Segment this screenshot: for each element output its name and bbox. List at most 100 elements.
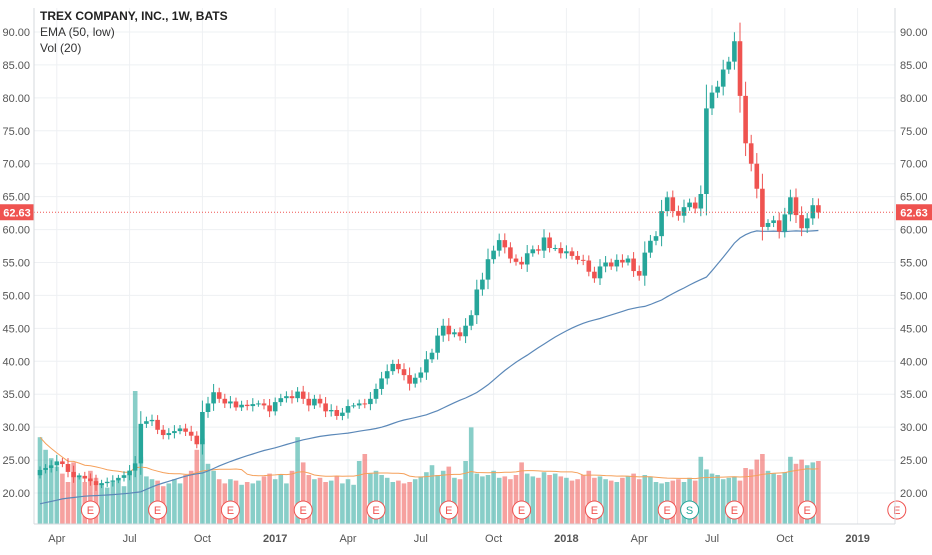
candle-body [351, 405, 356, 407]
volume-bar [536, 477, 541, 524]
candle-body [88, 478, 93, 482]
volume-bar [474, 473, 480, 524]
candle-body [54, 461, 60, 466]
volume-bar [508, 479, 513, 524]
candle-body [659, 211, 664, 237]
candle-body [396, 363, 401, 370]
candle-body [177, 428, 183, 432]
candle-body [300, 391, 306, 399]
candle-body [356, 403, 362, 406]
volume-bar [93, 477, 99, 524]
volume-bar [771, 473, 776, 524]
volume-bar [732, 476, 737, 524]
volume-bar [631, 473, 636, 524]
volume-bar [760, 454, 765, 524]
volume-bar [43, 449, 48, 524]
candle-body [603, 262, 608, 267]
volume-ma-line [39, 436, 819, 480]
volume-bar [737, 480, 743, 524]
last-price-tag-right [896, 204, 932, 221]
volume-bar [782, 472, 788, 524]
y-tick-label-right: 90.00 [900, 27, 928, 39]
volume-bar [424, 472, 429, 524]
candle-body [384, 371, 390, 379]
x-tick-label: Oct [485, 533, 502, 545]
earnings-marker-circle [512, 500, 532, 520]
volume-bar [698, 456, 704, 524]
volume-bar [216, 479, 222, 524]
candle-body [530, 249, 536, 254]
volume-bar [328, 480, 334, 524]
volume-bar [435, 475, 440, 524]
y-tick-label-left: 70.00 [2, 159, 30, 171]
candle-body [424, 359, 429, 373]
x-tick-label: 2017 [263, 533, 287, 545]
y-tick-label-left: 40.00 [2, 356, 30, 368]
candle-body [267, 405, 272, 412]
volume-bar [547, 475, 552, 524]
x-tick-label: Jul [414, 533, 428, 545]
volume-bar [496, 477, 502, 524]
candle-body [502, 240, 508, 248]
volume-bar [614, 482, 620, 524]
volume-bar [110, 482, 116, 524]
candle-body [737, 41, 743, 96]
volume-bar [379, 475, 384, 524]
last-price-line: 62.63 62.63 [0, 204, 932, 221]
volume-bar [356, 461, 362, 524]
volume-bar [121, 486, 127, 524]
earnings-marker-circle [439, 500, 459, 520]
y-tick-label-left: 55.00 [2, 258, 30, 270]
candle-body [580, 259, 586, 261]
candle-body [592, 271, 597, 279]
candle-body [200, 411, 205, 445]
y-tick-label-left: 65.00 [2, 192, 30, 204]
candle-body [519, 261, 524, 265]
candle-body [446, 325, 452, 335]
volume-bar [37, 437, 43, 524]
candle-body [160, 429, 166, 436]
candle-body [692, 202, 698, 209]
earnings-marker-circle [584, 500, 604, 520]
volume-bar [48, 458, 54, 524]
earnings-marker-label: S [686, 505, 693, 517]
y-tick-label-right: 65.00 [900, 192, 928, 204]
candle-body [558, 248, 564, 254]
candle-body [653, 236, 659, 241]
volume-bar [720, 479, 726, 524]
candle-body [765, 222, 771, 227]
volume-bar [183, 475, 188, 524]
candle-body [631, 258, 636, 272]
volume-bar [692, 480, 698, 524]
y-tick-label-left: 30.00 [2, 422, 30, 434]
candle-body [407, 375, 412, 384]
candle-body [110, 480, 116, 482]
volume-bar [384, 477, 390, 524]
candle-body [166, 433, 172, 436]
y-tick-label-right: 40.00 [900, 356, 928, 368]
volume-bar [440, 470, 446, 524]
volume-bar [463, 461, 468, 524]
earnings-marker-circle [724, 500, 744, 520]
volume-bar [289, 470, 295, 524]
candle-body [222, 398, 228, 404]
y-tick-label-left: 80.00 [2, 93, 30, 105]
y-tick-label-right: 30.00 [900, 422, 928, 434]
candle-body [608, 262, 614, 267]
volume-bar [452, 477, 457, 524]
earnings-marker-circle [80, 500, 100, 520]
candle-body [485, 259, 491, 280]
volume-bar [715, 475, 720, 524]
volume-bar [351, 484, 356, 524]
volume-bar [323, 482, 328, 524]
candle-body [575, 255, 580, 260]
volume-bar [149, 479, 155, 524]
y-tick-label-right: 45.00 [900, 323, 928, 335]
candle-body [804, 218, 810, 229]
volume-bar [754, 459, 760, 524]
candle-body [468, 315, 474, 326]
volume-bar [726, 477, 732, 524]
candle-body [754, 163, 760, 189]
